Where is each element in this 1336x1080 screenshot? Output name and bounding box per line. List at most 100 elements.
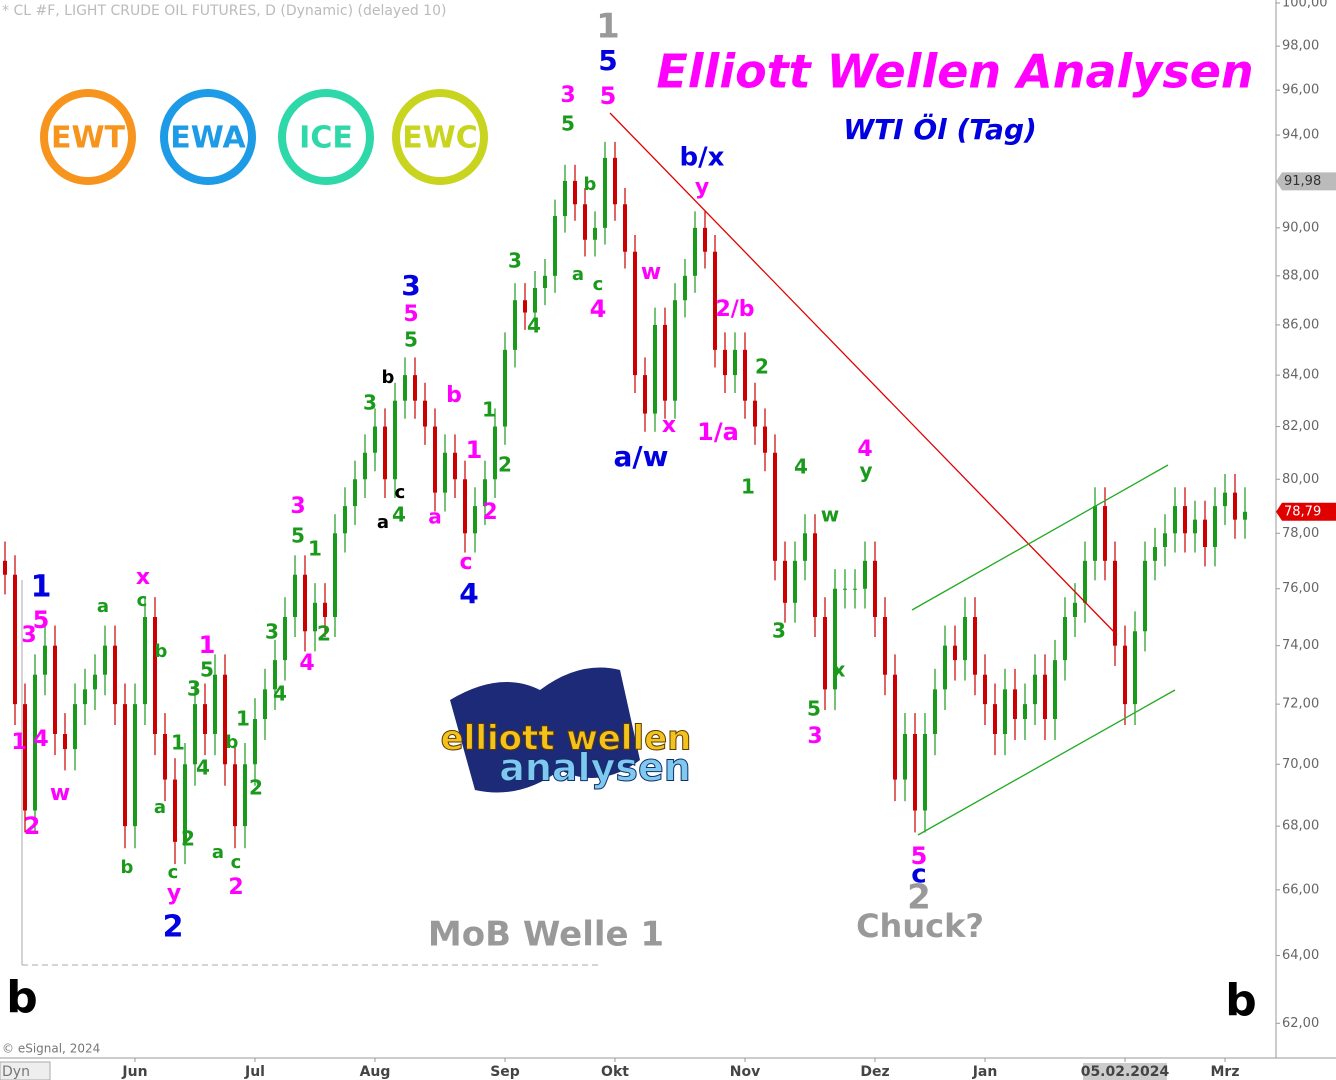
candle-body (1203, 519, 1207, 548)
candle-body (323, 602, 327, 618)
candle-body (63, 733, 67, 750)
wave-label: 2 (24, 812, 41, 840)
candle-body (623, 204, 627, 252)
candle-body (793, 560, 797, 603)
candle-body (643, 375, 647, 414)
candle-body (653, 324, 657, 414)
candle-body (163, 733, 167, 780)
wave-label: b (155, 641, 168, 662)
wave-label: c (395, 482, 406, 503)
wave-label: 2 (755, 355, 769, 379)
candle-body (143, 617, 147, 705)
candle-body (373, 426, 377, 453)
y-tick-label: 62,00 (1282, 1016, 1319, 1031)
candle-body (73, 704, 77, 750)
logo-text: ICE (299, 121, 353, 156)
wave-label: 4 (392, 503, 406, 527)
x-tick-label: Sep (490, 1064, 520, 1080)
wave-label: b (6, 972, 38, 1023)
candle-body (843, 588, 847, 590)
logo-bottom: analysen (499, 746, 691, 790)
candle-body (583, 204, 587, 240)
wave-label: x (662, 413, 676, 438)
wave-label: 5 (291, 524, 305, 548)
wave-label: 1 (11, 730, 26, 755)
x-tick-label: 05.02.2024 (1081, 1064, 1170, 1080)
wave-label: 5 (600, 82, 617, 110)
wave-label: x (833, 658, 846, 682)
wave-label: 4 (857, 437, 872, 462)
candle-body (393, 400, 397, 480)
wave-label: 5 (403, 302, 418, 327)
source-header: * CL #F, LIGHT CRUDE OIL FUTURES, D (Dyn… (2, 3, 446, 19)
wave-label: 3 (187, 677, 201, 701)
trend-line (609, 112, 1118, 636)
candle-body (733, 349, 737, 376)
corner-box (0, 1061, 51, 1080)
y-tick-label: 70,00 (1282, 757, 1319, 772)
candle-body (303, 574, 307, 632)
candle-body (23, 704, 27, 811)
candle-body (363, 452, 367, 480)
y-tick-label: 86,00 (1282, 317, 1319, 332)
candle-body (213, 674, 217, 734)
candle-body (1243, 511, 1247, 520)
candle-body (993, 704, 997, 734)
candle-body (1183, 506, 1187, 534)
candle-body (473, 506, 477, 534)
wave-label: 1 (199, 631, 216, 659)
wave-label: 1/a (697, 418, 739, 446)
candle-body (133, 704, 137, 827)
candle-body (463, 479, 467, 534)
wave-label: 1 (596, 7, 620, 47)
candle-body (443, 452, 447, 493)
wave-label: 4 (794, 455, 808, 479)
wave-label: 4 (459, 577, 478, 610)
wave-label: 3 (807, 724, 822, 749)
candle-body (453, 452, 457, 480)
candle-body (433, 426, 437, 493)
candle-body (803, 533, 807, 561)
logo-text: EWT (51, 121, 126, 156)
wave-label: 5 (561, 112, 575, 136)
candle-body (883, 617, 887, 675)
candle-body (413, 375, 417, 401)
candle-body (723, 349, 727, 376)
candle-body (743, 349, 747, 401)
wave-label: a (97, 596, 109, 617)
x-label-highlight (1083, 1063, 1167, 1080)
candle-body (1133, 631, 1137, 705)
wave-label: c (137, 590, 148, 611)
wave-label: 3 (772, 619, 786, 643)
candle-body (693, 227, 697, 276)
channel-upper (911, 464, 1169, 611)
candle-body (593, 227, 597, 240)
candle-body (223, 674, 227, 765)
wave-label: 4 (590, 295, 607, 323)
y-tick-label: 68,00 (1282, 819, 1319, 834)
candle-body (383, 426, 387, 480)
candle-body (673, 300, 677, 401)
candle-body (523, 300, 527, 313)
candle-body (263, 689, 267, 720)
candle-body (183, 764, 187, 842)
wave-label: 1 (236, 707, 250, 731)
wave-label: 5 (911, 842, 928, 870)
wave-label: a (377, 512, 389, 533)
x-tick-label: Jun (121, 1064, 147, 1080)
candle-body (103, 645, 107, 675)
wave-label: 2 (907, 878, 931, 918)
wave-label: b (1225, 975, 1257, 1026)
wave-label: b (584, 174, 597, 195)
wave-label: 1 (466, 436, 483, 464)
wave-label: x (136, 565, 150, 590)
wave-label: 1 (31, 570, 52, 605)
wave-label: 5 (33, 606, 50, 634)
wave-label: w (641, 260, 661, 285)
candle-body (703, 227, 707, 252)
candle-body (943, 645, 947, 690)
candle-body (683, 275, 687, 301)
wave-label: y (167, 881, 181, 906)
candle-body (1073, 602, 1077, 618)
